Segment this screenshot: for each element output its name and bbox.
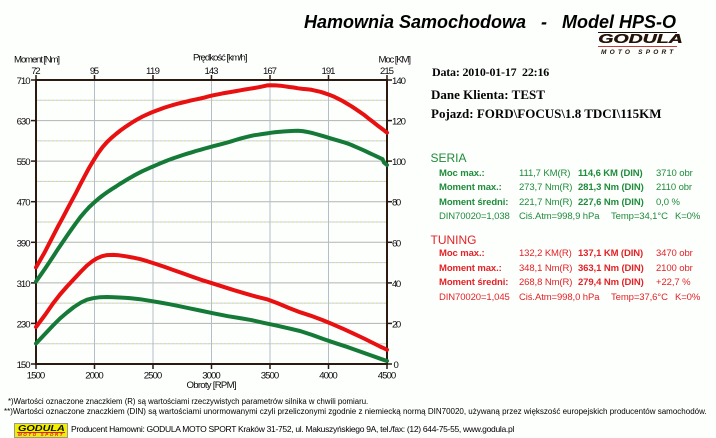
svg-text:60: 60 <box>392 238 401 249</box>
svg-text:20: 20 <box>392 319 401 330</box>
svg-text:2000: 2000 <box>85 371 103 382</box>
svg-text:40: 40 <box>392 279 401 290</box>
svg-text:Moment [Nm]: Moment [Nm] <box>14 55 60 66</box>
svg-text:230: 230 <box>17 319 31 330</box>
svg-text:Obroty [RPM]: Obroty [RPM] <box>187 380 237 391</box>
svg-text:3500: 3500 <box>261 371 279 382</box>
svg-text:Moc [KM]: Moc [KM] <box>379 55 412 66</box>
svg-text:710: 710 <box>17 76 31 87</box>
svg-text:120: 120 <box>392 117 406 128</box>
svg-text:Prędkość [km/h]: Prędkość [km/h] <box>193 53 248 64</box>
svg-text:630: 630 <box>17 117 31 128</box>
svg-text:390: 390 <box>17 238 31 249</box>
svg-text:550: 550 <box>17 157 31 168</box>
svg-text:4500: 4500 <box>378 371 396 382</box>
svg-text:143: 143 <box>205 66 219 77</box>
svg-text:191: 191 <box>322 66 336 77</box>
svg-text:3000: 3000 <box>202 371 220 382</box>
svg-text:95: 95 <box>90 66 99 77</box>
svg-text:80: 80 <box>392 198 401 209</box>
svg-text:2500: 2500 <box>144 371 162 382</box>
svg-text:0: 0 <box>394 360 399 371</box>
svg-text:1500: 1500 <box>27 371 45 382</box>
svg-text:215: 215 <box>380 66 394 77</box>
svg-text:150: 150 <box>17 360 31 371</box>
svg-text:167: 167 <box>263 66 277 77</box>
svg-text:4000: 4000 <box>319 371 337 382</box>
svg-text:470: 470 <box>17 198 31 209</box>
svg-text:140: 140 <box>392 76 406 87</box>
svg-text:72: 72 <box>31 66 40 77</box>
svg-text:310: 310 <box>17 279 31 290</box>
svg-text:119: 119 <box>146 66 160 77</box>
svg-text:100: 100 <box>392 157 406 168</box>
